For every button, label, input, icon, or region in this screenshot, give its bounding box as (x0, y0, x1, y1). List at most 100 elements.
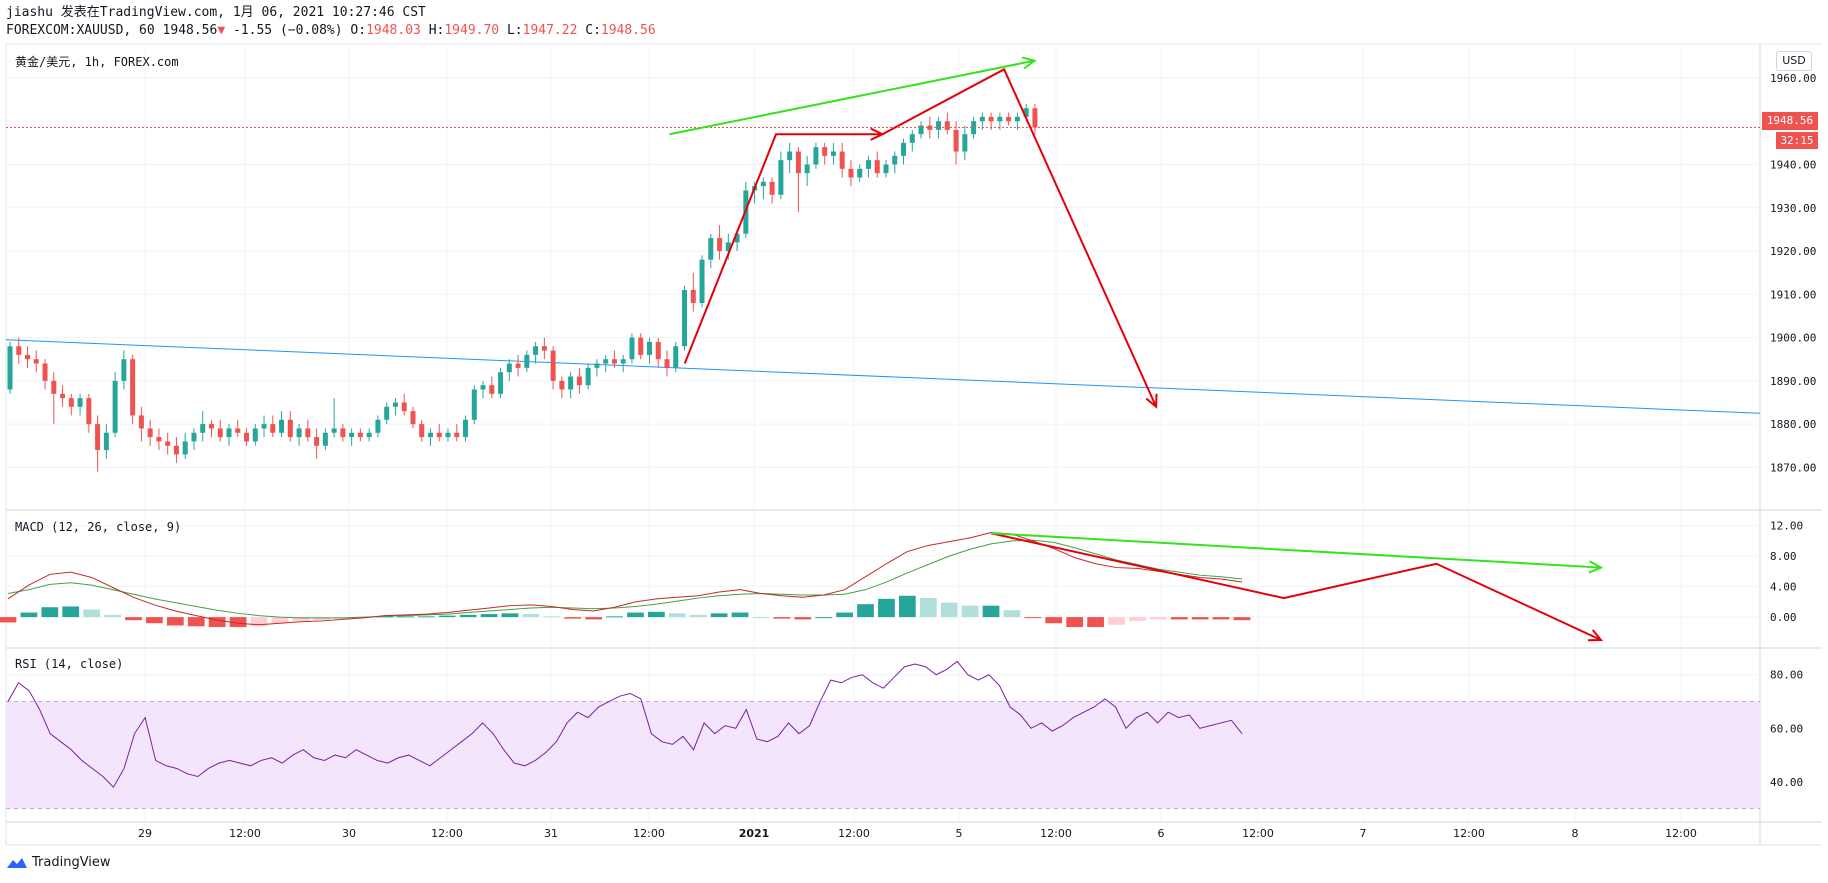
close-label: C: (585, 23, 601, 38)
rsi-tick-label: 80.00 (1770, 669, 1803, 682)
candle-body (629, 337, 635, 360)
candle-body (217, 428, 223, 438)
macd-histogram-bar (20, 612, 38, 618)
candle-body (401, 402, 407, 412)
candle-body (68, 398, 74, 407)
macd-histogram-bar (0, 617, 17, 623)
price-tick-label: 1890.00 (1770, 375, 1816, 388)
candle-body (454, 432, 460, 438)
macd-histogram-bar (710, 613, 728, 618)
candle-body (244, 432, 250, 442)
candle-body (419, 424, 425, 438)
candle-body (979, 116, 985, 122)
drawing-red-arrow (683, 133, 883, 364)
last-price: 1948.56 (162, 23, 218, 38)
macd-histogram-bar (62, 606, 80, 618)
macd-histogram-bar (564, 617, 582, 619)
macd-histogram-bar (166, 617, 184, 626)
candle-body (436, 432, 442, 438)
candle-body (384, 406, 390, 420)
candle-body (86, 398, 92, 425)
publish-info: jiashu 发表在TradingView.com, 1月 06, 2021 1… (6, 5, 426, 20)
macd-pane-title: MACD (12, 26, close, 9) (15, 520, 182, 534)
rsi-line (7, 660, 1243, 789)
macd-histogram-bar (940, 602, 958, 618)
macd-histogram-bar (648, 611, 665, 618)
close-value: 1948.56 (600, 23, 656, 38)
macd-histogram-bar (417, 616, 435, 618)
macd-histogram-bar (480, 614, 498, 618)
candle-body (883, 164, 889, 174)
last-price-tag: 1948.56 (1762, 112, 1818, 130)
candle-body (769, 181, 775, 195)
candle-body (795, 151, 801, 174)
macd-histogram-bar (1191, 617, 1209, 620)
symbol-label[interactable]: FOREXCOM:XAUUSD, 60 (6, 23, 155, 38)
candle-body (235, 428, 241, 433)
tradingview-logo[interactable]: TradingView (6, 855, 111, 870)
drawing-green-arrow (669, 59, 1035, 136)
symbol-info-row: FOREXCOM:XAUUSD, 60 1948.56▼ -1.55 (−0.0… (6, 22, 656, 40)
macd-histogram-bar (1045, 617, 1063, 624)
time-tick-label: 31 (544, 827, 558, 840)
time-tick-label: 12:00 (838, 827, 870, 840)
macd-tick-label: 4.00 (1770, 581, 1797, 594)
candle-body (690, 289, 696, 303)
macd-histogram-bar (1108, 617, 1125, 625)
candle-body (270, 424, 276, 433)
macd-tick-label: 0.00 (1770, 611, 1797, 624)
currency-badge[interactable]: USD (1776, 51, 1812, 71)
candle-body (550, 350, 556, 381)
macd-histogram-bar (1003, 610, 1021, 618)
macd-histogram-bar (919, 598, 937, 618)
time-tick-label: 12:00 (1665, 827, 1697, 840)
time-tick-label: 29 (138, 827, 152, 840)
candle-body (533, 346, 539, 355)
candle-body (410, 411, 416, 425)
macd-line (7, 531, 1243, 626)
candle-body (506, 363, 512, 373)
price-tick-label: 1910.00 (1770, 288, 1816, 301)
candle-body (813, 147, 819, 165)
candle-body (25, 354, 31, 360)
time-tick-label: 6 (1158, 827, 1165, 840)
candle-body (147, 428, 153, 438)
macd-histogram-bar (606, 616, 623, 618)
macd-green-arrow-head (1588, 560, 1604, 574)
candle-body (357, 432, 363, 438)
candle-body (725, 242, 731, 252)
candle-body (655, 341, 661, 360)
price-tick-label: 1880.00 (1770, 418, 1816, 431)
candle-body (664, 359, 670, 368)
time-tick-label: 12:00 (229, 827, 261, 840)
candle-body (279, 419, 285, 433)
macd-histogram-bar (208, 617, 226, 628)
candle-body (51, 380, 57, 394)
macd-histogram-bar (1087, 617, 1104, 628)
candle-body (892, 155, 898, 165)
tradingview-logo-icon (7, 857, 27, 868)
candle-body (305, 428, 311, 438)
price-tick-label: 1900.00 (1770, 332, 1816, 345)
time-tick-label: 12:00 (1453, 827, 1485, 840)
low-label: L: (506, 23, 523, 38)
trend-line (5, 339, 1761, 414)
candle-body (918, 125, 924, 135)
price-tick-label: 1920.00 (1770, 245, 1816, 258)
time-tick-label: 5 (956, 827, 963, 840)
candle-body (480, 385, 486, 390)
open-label: O: (350, 23, 367, 38)
macd-tick-label: 8.00 (1770, 550, 1797, 563)
macd-red-arrow-head (1587, 629, 1604, 642)
candle-body (1006, 116, 1012, 122)
time-tick-label: 12:00 (1040, 827, 1072, 840)
candle-body (515, 363, 521, 368)
candle-body (901, 142, 907, 156)
candle-body (182, 441, 188, 455)
candle-body (865, 160, 871, 169)
candle-body (296, 428, 302, 438)
time-tick-label: 12:00 (633, 827, 665, 840)
candle-body (787, 151, 793, 161)
macd-histogram-bar (250, 617, 268, 627)
